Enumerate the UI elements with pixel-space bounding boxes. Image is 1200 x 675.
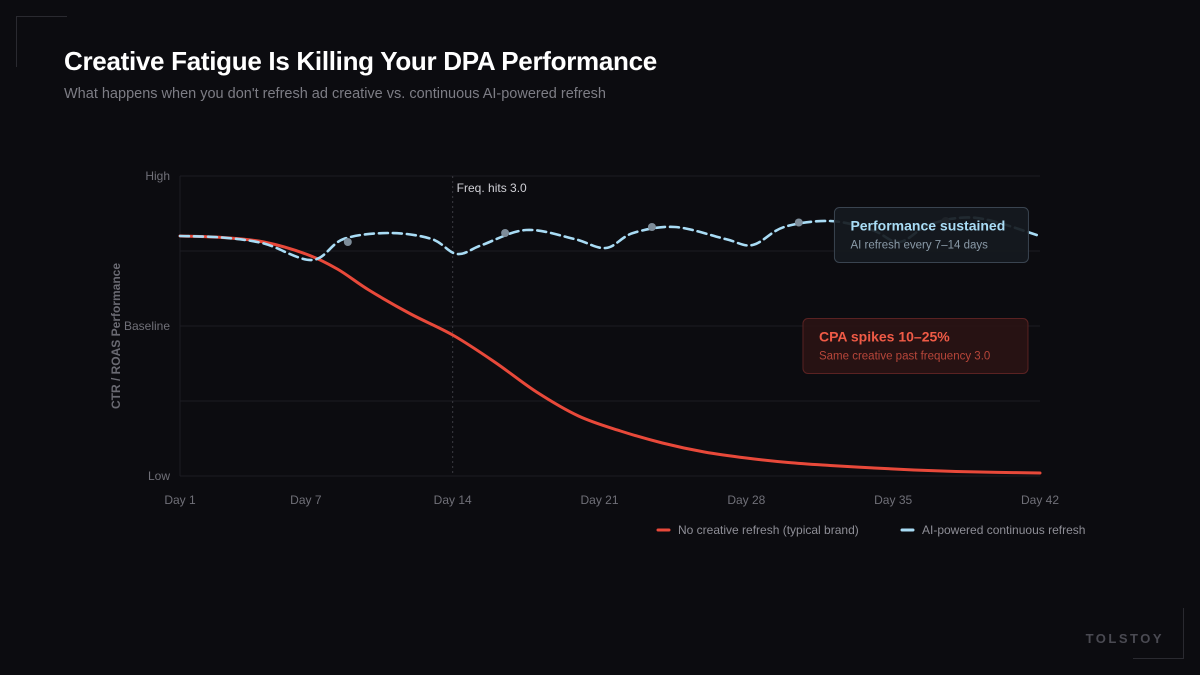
annotation-cpa-detail: Same creative past frequency 3.0: [819, 351, 990, 363]
refresh-marker: [794, 218, 803, 227]
x-tick-label: Day 21: [580, 493, 618, 507]
series-line-no-refresh: [178, 234, 1042, 475]
x-tick-label: Day 14: [434, 493, 472, 507]
y-tick-label: Baseline: [124, 319, 170, 333]
x-tick-label: Day 35: [874, 493, 912, 507]
annotation-sustained: Performance sustained AI refresh every 7…: [833, 207, 1029, 263]
y-tick-label: Low: [148, 469, 170, 483]
x-tick-label: Day 28: [727, 493, 765, 507]
x-tick-label: Day 7: [290, 493, 322, 507]
corner-frame-top-left: [16, 16, 67, 67]
annotation-cpa-title: CPA spikes 10–25%: [819, 329, 950, 345]
refresh-marker: [343, 238, 352, 246]
legend-label: AI-powered continuous refresh: [922, 523, 1085, 537]
legend-label: No creative refresh (typical brand): [678, 523, 859, 537]
chart-legend: No creative refresh (typical brand) AI-po…: [656, 523, 1085, 537]
axis-layer: High Baseline Low Day 1 Day 7 Day 14 Day 21 Day…: [124, 169, 1059, 507]
page-subtitle: What happens when you don't refresh ad c…: [64, 86, 606, 102]
y-axis-title: CTR / ROAS Performance: [109, 263, 123, 409]
refresh-marker: [647, 223, 656, 231]
annotation-cpa-box: [802, 318, 1029, 374]
annotation-sustained-box: [833, 207, 1029, 263]
y-tick-label: High: [145, 169, 170, 183]
frequency-threshold-label: Freq. hits 3.0: [457, 181, 527, 195]
x-tick-label: Day 42: [1021, 493, 1059, 507]
x-tick-label: Day 1: [164, 493, 196, 507]
brand-watermark: TOLSTOY: [1085, 631, 1164, 646]
page-title: Creative Fatigue Is Killing Your DPA Per…: [64, 46, 657, 76]
annotation-cpa: CPA spikes 10–25% Same creative past fre…: [802, 318, 1029, 374]
corner-frame-bottom-right: [1133, 608, 1184, 659]
annotation-sustained-title: Performance sustained: [850, 218, 1005, 234]
annotation-sustained-detail: AI refresh every 7–14 days: [850, 240, 988, 252]
refresh-marker: [501, 229, 510, 237]
